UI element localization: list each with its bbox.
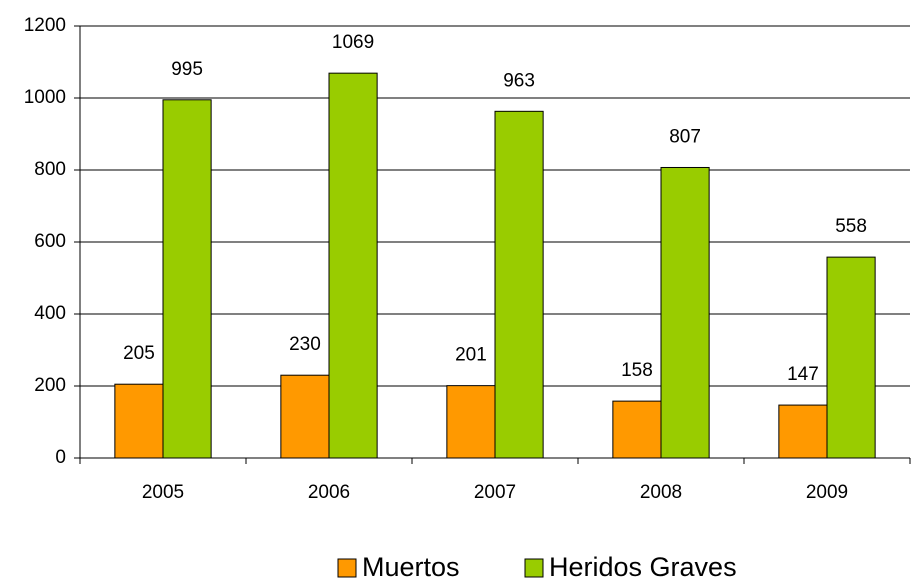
bar [114, 383, 164, 459]
data-label: 963 [503, 70, 535, 91]
x-tick-label: 2006 [308, 482, 350, 503]
bar [778, 404, 828, 459]
x-tick-label: 2007 [474, 482, 516, 503]
y-tick-label: 400 [34, 303, 66, 324]
y-tick-label: 1000 [24, 87, 66, 108]
bar [280, 374, 330, 459]
bar [612, 400, 662, 459]
x-tick-label: 2005 [142, 482, 184, 503]
y-tick-label: 600 [34, 231, 66, 252]
bar [826, 256, 876, 459]
legend: Heridos Graves [549, 552, 737, 582]
data-label: 158 [621, 360, 653, 381]
bar [446, 385, 496, 459]
x-tick-label: 2009 [806, 482, 848, 503]
data-label: 230 [289, 334, 321, 355]
data-label: 558 [835, 216, 867, 237]
y-tick-label: 200 [34, 375, 66, 396]
bar [328, 72, 378, 459]
data-label: 147 [787, 364, 819, 385]
y-tick-label: 1200 [24, 15, 66, 36]
bar [494, 110, 544, 459]
y-tick-label: 0 [55, 447, 66, 468]
bar [660, 166, 710, 459]
y-tick-label: 800 [34, 159, 66, 180]
legend-swatch [337, 558, 357, 578]
bar [162, 99, 212, 459]
legend-swatch [524, 558, 544, 578]
data-label: 807 [669, 126, 701, 147]
data-label: 1069 [332, 32, 374, 53]
legend: Muertos [362, 552, 460, 582]
data-label: 205 [123, 343, 155, 364]
data-label: 995 [171, 59, 203, 80]
data-label: 201 [455, 345, 487, 366]
x-tick-label: 2008 [640, 482, 682, 503]
